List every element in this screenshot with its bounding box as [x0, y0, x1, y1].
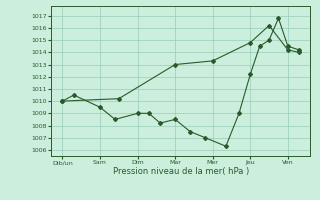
- X-axis label: Pression niveau de la mer( hPa ): Pression niveau de la mer( hPa ): [113, 167, 249, 176]
